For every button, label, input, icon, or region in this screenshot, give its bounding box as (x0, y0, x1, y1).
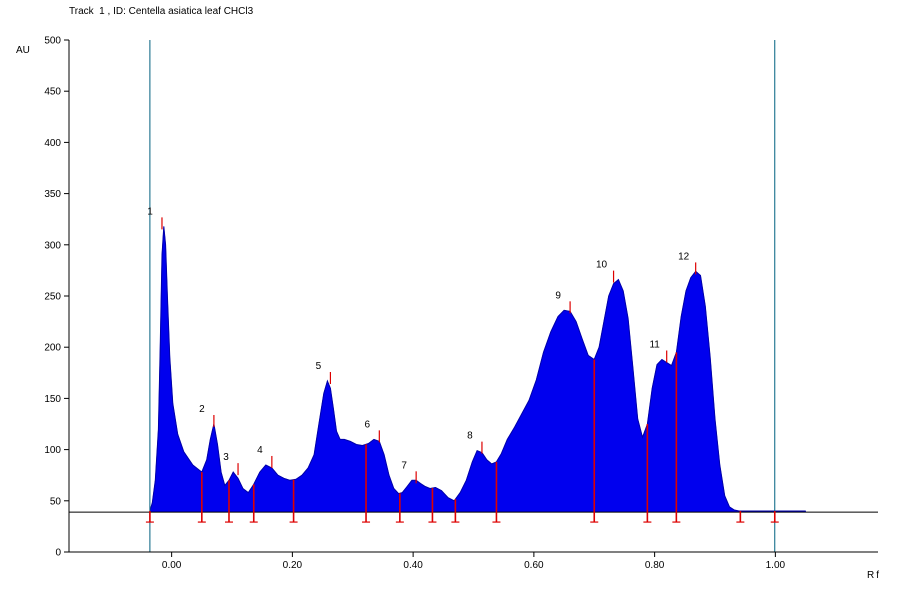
y-tick-label: 350 (44, 189, 61, 200)
peak-label: 10 (596, 260, 608, 271)
y-tick-label: 0 (55, 548, 61, 559)
y-tick-label: 300 (44, 240, 61, 251)
y-tick-label: 200 (44, 343, 61, 354)
peak-label: 1 (147, 206, 153, 217)
x-tick-label: 0.40 (403, 560, 423, 571)
peak-label: 5 (316, 361, 322, 372)
peak-label: 12 (678, 251, 690, 262)
x-tick-label: 0.80 (645, 560, 665, 571)
x-tick-label: 1.00 (766, 560, 786, 571)
peak-label: 3 (223, 452, 229, 463)
peak-label: 6 (365, 419, 371, 430)
y-tick-label: 50 (50, 496, 62, 507)
y-tick-label: 100 (44, 445, 61, 456)
x-tick-label: 0.00 (162, 560, 182, 571)
y-axis-label: AU (16, 45, 30, 56)
x-tick-label: 0.20 (283, 560, 303, 571)
y-tick-label: 250 (44, 292, 61, 303)
peak-label: 4 (257, 445, 263, 456)
y-tick-label: 500 (44, 36, 61, 47)
peak-label: 7 (401, 460, 407, 471)
x-tick-label: 0.60 (524, 560, 544, 571)
peak-label: 2 (199, 404, 205, 415)
signal-line (149, 226, 806, 512)
peak-label: 11 (649, 339, 660, 350)
y-tick-label: 400 (44, 138, 61, 149)
y-tick-label: 450 (44, 87, 61, 98)
peak-label: 9 (555, 290, 561, 301)
signal-area (149, 226, 806, 513)
chart-title: Track 1 , ID: Centella asiatica leaf CHC… (69, 6, 254, 17)
x-axis-label: Rf (867, 570, 881, 581)
y-tick-label: 150 (44, 394, 61, 405)
peak-label: 8 (467, 431, 473, 442)
